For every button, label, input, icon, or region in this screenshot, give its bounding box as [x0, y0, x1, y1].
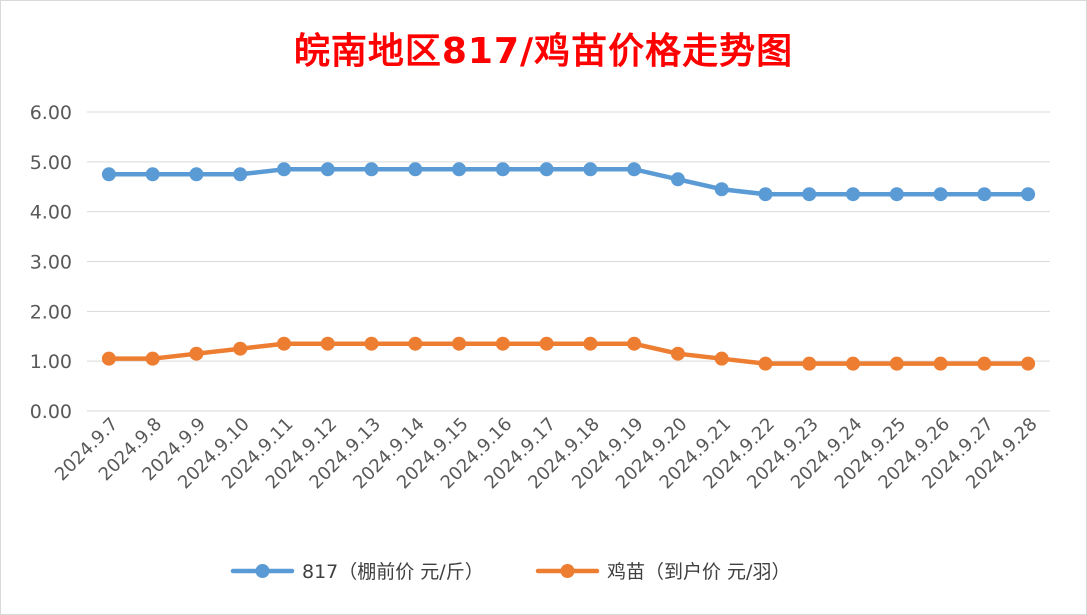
data-point — [977, 187, 992, 202]
data-point — [583, 336, 598, 351]
y-axis-ticks: 0.00 1.00 2.00 3.00 4.00 5.00 6.00 — [30, 102, 72, 423]
legend-marker — [255, 564, 270, 578]
legend-marker — [560, 564, 575, 578]
x-axis-ticks: 2024.9.72024.9.82024.9.92024.9.102024.9.… — [51, 414, 1042, 494]
data-point — [758, 187, 773, 202]
data-point — [714, 351, 729, 366]
legend-item: 817（棚前价 元/斤） — [230, 561, 484, 583]
data-point — [189, 346, 204, 361]
grid-lines — [87, 111, 1050, 412]
data-point — [627, 336, 642, 351]
y-tick-label: 0.00 — [30, 401, 72, 423]
data-point — [802, 187, 817, 202]
y-tick-label: 1.00 — [30, 351, 72, 373]
data-point — [539, 336, 554, 351]
y-tick-label: 4.00 — [30, 202, 72, 224]
data-point — [452, 162, 467, 177]
y-tick-label: 2.00 — [30, 301, 72, 323]
data-point — [714, 182, 729, 197]
legend-label: 鸡苗（到户价 元/羽） — [607, 561, 790, 583]
data-point — [408, 162, 423, 177]
data-point — [933, 187, 948, 202]
data-point — [101, 351, 116, 366]
data-point — [408, 336, 423, 351]
y-tick-label: 5.00 — [30, 152, 72, 174]
legend-label: 817（棚前价 元/斤） — [302, 561, 484, 583]
data-point — [670, 346, 685, 361]
data-point — [495, 336, 510, 351]
series-line — [106, 341, 1031, 366]
y-tick-label: 3.00 — [30, 252, 72, 274]
data-point — [846, 356, 861, 371]
data-point — [889, 187, 904, 202]
data-point — [670, 172, 685, 187]
series-line — [106, 167, 1031, 197]
data-point — [364, 162, 379, 177]
series-lines — [101, 162, 1036, 371]
data-point — [276, 336, 291, 351]
data-point — [758, 356, 773, 371]
data-point — [1021, 187, 1036, 202]
chart-title: 皖南地区817/鸡苗价格走势图 — [293, 31, 794, 72]
data-point — [889, 356, 904, 371]
data-point — [233, 341, 248, 356]
data-point — [802, 356, 817, 371]
data-point — [583, 162, 598, 177]
data-point — [495, 162, 510, 177]
data-point — [977, 356, 992, 371]
data-point — [846, 187, 861, 202]
data-point — [364, 336, 379, 351]
data-point — [145, 167, 160, 182]
data-point — [1021, 356, 1036, 371]
data-point — [320, 162, 335, 177]
series-1 — [101, 162, 1036, 202]
data-point — [452, 336, 467, 351]
data-point — [539, 162, 554, 177]
data-point — [233, 167, 248, 182]
data-point — [933, 356, 948, 371]
series-2 — [101, 336, 1036, 371]
data-point — [627, 162, 642, 177]
data-point — [320, 336, 335, 351]
data-point — [189, 167, 204, 182]
y-tick-label: 6.00 — [30, 102, 72, 124]
data-point — [101, 167, 116, 182]
legend: 817（棚前价 元/斤） 鸡苗（到户价 元/羽） — [230, 561, 790, 583]
legend-item: 鸡苗（到户价 元/羽） — [535, 561, 790, 583]
data-point — [145, 351, 160, 366]
data-point — [276, 162, 291, 177]
